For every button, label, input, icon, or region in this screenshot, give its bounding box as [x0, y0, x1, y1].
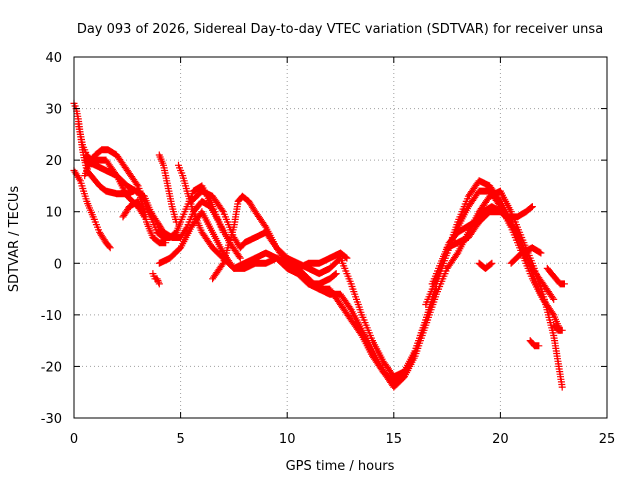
data-points [153, 218, 170, 241]
series-track-14 [209, 177, 558, 381]
x-tick-label: 15 [386, 432, 403, 447]
data-points [134, 187, 170, 247]
series-track-11 [155, 208, 340, 288]
data-points [475, 259, 496, 272]
x-tick-label: 20 [492, 432, 509, 447]
series-track-10 [153, 218, 170, 241]
series-track-6 [119, 197, 148, 221]
y-tick-label: 10 [45, 206, 62, 221]
data-series [70, 99, 568, 391]
data-points [155, 208, 340, 288]
series-track-19 [475, 259, 496, 272]
series-track-15 [294, 249, 351, 272]
y-tick-label: 20 [45, 154, 62, 169]
series-track-23 [550, 321, 566, 334]
x-tick-label: 10 [279, 432, 296, 447]
x-tick-label: 25 [599, 432, 616, 447]
series-track-9 [155, 151, 180, 226]
y-tick-label: 30 [45, 103, 62, 118]
x-tick-label: 5 [176, 432, 184, 447]
x-tick-label: 0 [70, 432, 78, 447]
series-track-8 [149, 270, 163, 288]
y-tick-label: -20 [41, 360, 62, 375]
data-points [155, 151, 180, 226]
series-track-18 [443, 208, 547, 303]
data-points [507, 244, 545, 267]
data-points [119, 197, 148, 221]
axis-ticks: 0 5 10 15 20 25 -30 -20 -10 0 10 20 30 40 [41, 51, 616, 447]
chart-title: Day 093 of 2026, Sidereal Day-to-day VTE… [77, 22, 603, 37]
x-axis-label: GPS time / hours [286, 459, 395, 474]
y-tick-label: 40 [45, 51, 62, 66]
series-track-7 [134, 187, 170, 247]
y-axis-label: SDTVAR / TECUs [7, 186, 22, 293]
y-tick-label: -30 [41, 412, 62, 427]
data-points [149, 270, 163, 288]
data-points [526, 337, 543, 350]
series-track-22 [543, 264, 568, 288]
series-track-20 [507, 244, 545, 267]
y-tick-label: 0 [54, 257, 62, 272]
y-tick-label: -10 [41, 309, 62, 324]
data-points [443, 208, 547, 303]
data-points [550, 321, 566, 334]
data-points [209, 177, 558, 381]
plot-frame [73, 56, 608, 419]
data-points [294, 249, 351, 272]
data-points [543, 264, 568, 288]
series-track-21 [526, 337, 543, 350]
